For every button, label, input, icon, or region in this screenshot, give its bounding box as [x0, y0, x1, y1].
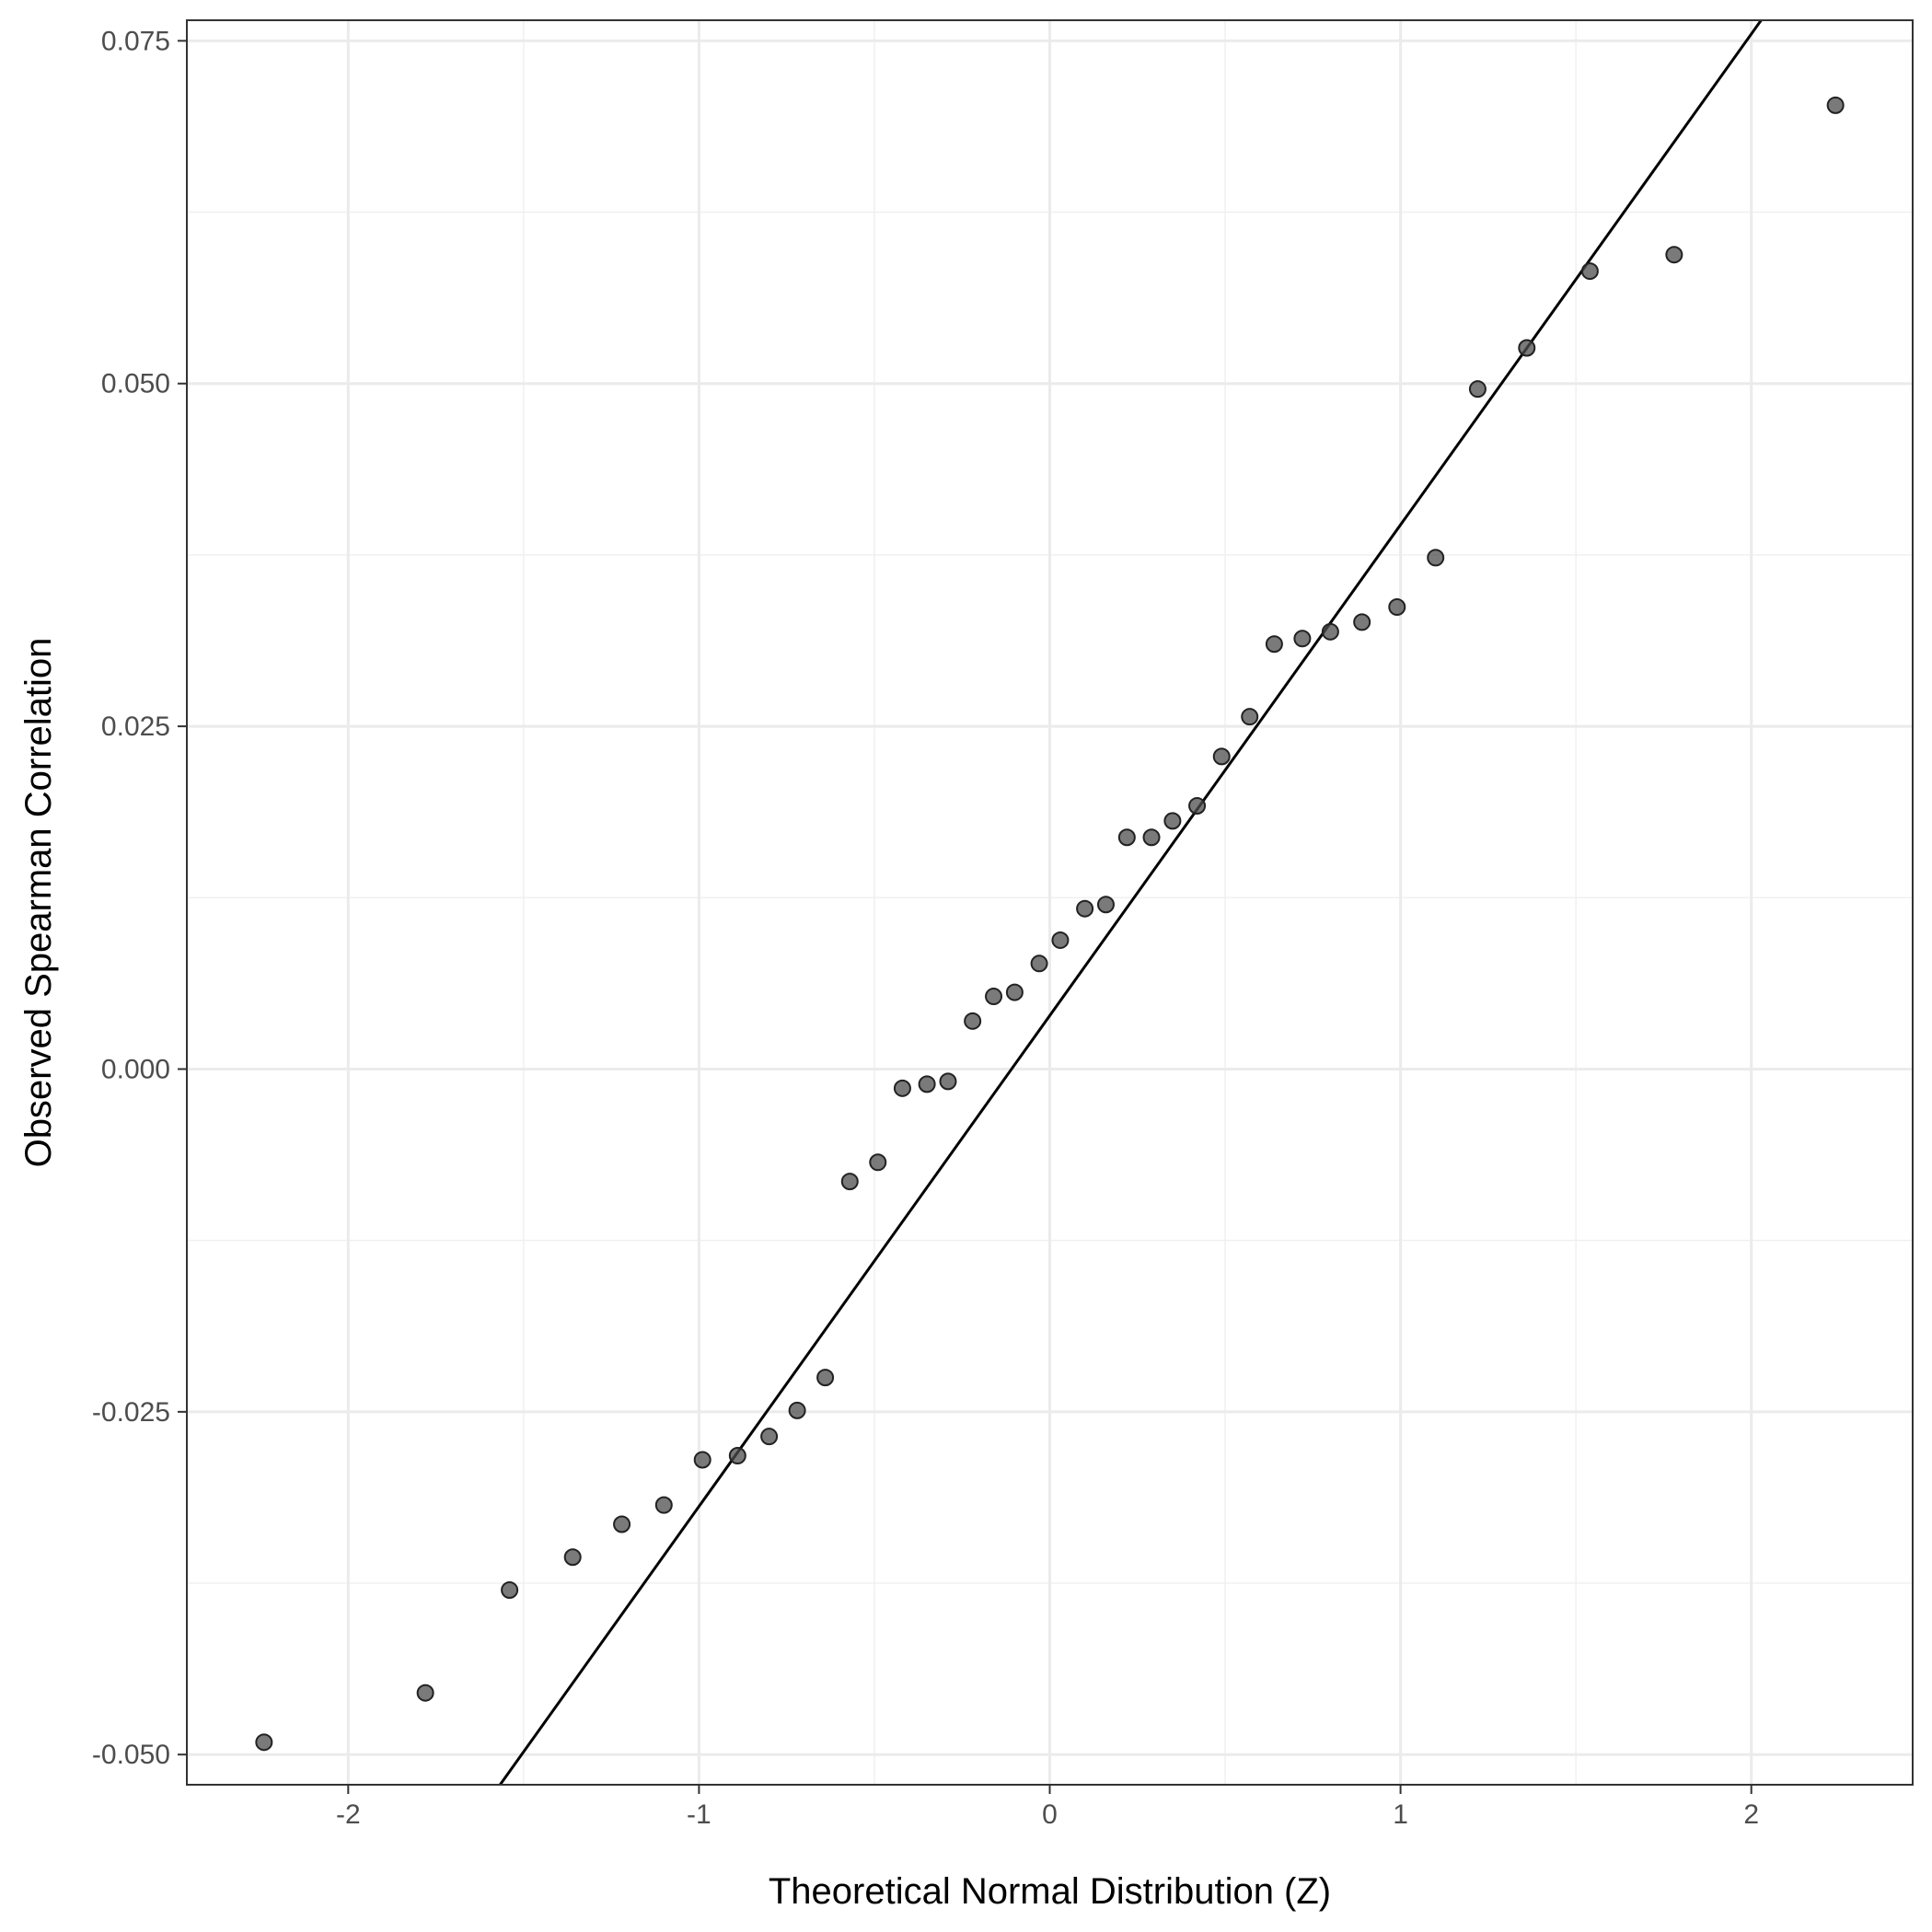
- data-point: [985, 988, 1003, 1006]
- data-point: [1163, 812, 1182, 830]
- data-point: [728, 1447, 746, 1465]
- data-point: [1826, 96, 1845, 114]
- x-tick-label: -1: [687, 1799, 711, 1830]
- reference-line: [499, 19, 1763, 1786]
- data-point: [693, 1451, 711, 1469]
- data-point: [1005, 983, 1024, 1001]
- data-points: [255, 96, 1845, 1752]
- y-tick-label: 0.000: [101, 1054, 170, 1084]
- x-tick-label: 0: [1042, 1799, 1058, 1830]
- data-point: [1188, 796, 1207, 815]
- data-point: [869, 1153, 887, 1172]
- y-axis: -0.050 -0.025 0.000 0.025 0.050 0.075: [92, 26, 187, 1770]
- y-tick-label: 0.050: [101, 369, 170, 399]
- x-tick-label: 2: [1743, 1799, 1759, 1830]
- major-gridlines: [187, 20, 1913, 1785]
- data-point: [964, 1012, 982, 1030]
- data-point: [416, 1683, 434, 1702]
- data-point: [760, 1428, 779, 1446]
- data-point: [1212, 747, 1231, 766]
- data-point: [255, 1733, 273, 1752]
- data-point: [613, 1515, 631, 1533]
- x-tick-label: -2: [336, 1799, 361, 1830]
- x-tick-label: 1: [1393, 1799, 1408, 1830]
- data-point: [1353, 613, 1371, 631]
- data-point: [1580, 262, 1599, 281]
- data-point: [1096, 896, 1115, 914]
- data-point: [1518, 339, 1536, 357]
- data-point: [1427, 549, 1445, 567]
- data-point: [1241, 708, 1259, 726]
- data-point: [1665, 246, 1683, 264]
- data-point: [654, 1496, 673, 1514]
- data-point: [1293, 630, 1312, 648]
- data-point: [1265, 635, 1283, 654]
- data-point: [1030, 954, 1048, 973]
- data-point: [918, 1075, 936, 1093]
- data-point: [501, 1580, 519, 1599]
- data-point: [1051, 931, 1070, 949]
- y-tick-label: -0.025: [92, 1397, 170, 1428]
- data-point: [840, 1173, 859, 1191]
- data-point: [1388, 598, 1406, 617]
- data-point: [563, 1548, 582, 1567]
- y-axis-title: Observed Spearman Correlation: [18, 638, 59, 1168]
- x-axis-title: Theoretical Normal Distribution (Z): [769, 1871, 1331, 1912]
- data-point: [939, 1072, 957, 1091]
- data-point: [788, 1401, 806, 1419]
- data-point: [1468, 380, 1487, 399]
- data-point: [816, 1369, 835, 1387]
- data-point: [1076, 899, 1094, 918]
- x-axis: -2 -1 0 1 2: [336, 1785, 1759, 1830]
- y-tick-label: 0.075: [101, 26, 170, 56]
- data-point: [1321, 622, 1339, 641]
- data-point: [1117, 828, 1136, 847]
- reference-line-layer: [499, 19, 1763, 1786]
- data-point: [893, 1079, 911, 1097]
- data-point: [1142, 828, 1161, 847]
- y-tick-label: -0.050: [92, 1740, 170, 1770]
- y-tick-label: 0.025: [101, 711, 170, 742]
